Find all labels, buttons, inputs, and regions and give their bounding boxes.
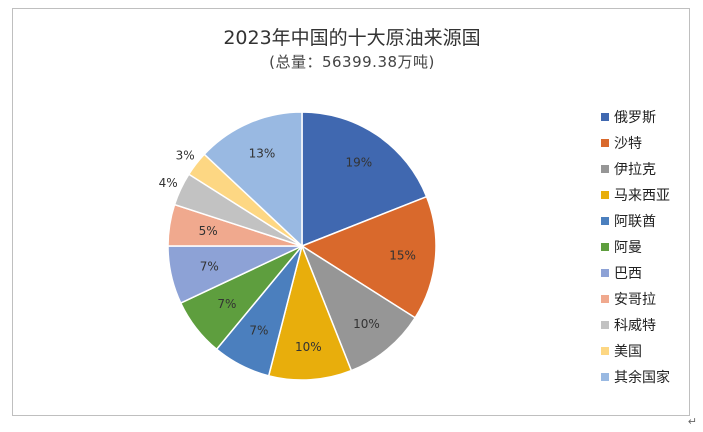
pie-slice-0 bbox=[301, 111, 428, 248]
legend-swatch bbox=[601, 191, 609, 199]
chart-legend: 俄罗斯沙特伊拉克马来西亚阿联酋阿曼巴西安哥拉科威特美国其余国家 bbox=[601, 104, 691, 390]
legend-swatch bbox=[601, 321, 609, 329]
legend-swatch bbox=[601, 347, 609, 355]
slice-data-label-3: 10% bbox=[295, 340, 322, 354]
paragraph-return-mark: ↵ bbox=[687, 415, 697, 428]
legend-label: 巴西 bbox=[614, 266, 642, 282]
legend-swatch bbox=[601, 139, 609, 147]
slice-data-label-6: 7% bbox=[200, 260, 219, 274]
legend-swatch bbox=[601, 217, 609, 225]
slice-data-label-4: 7% bbox=[249, 324, 268, 338]
pie-slice-3 bbox=[267, 243, 353, 381]
chart-subtitle: (总量：56399.38万吨) bbox=[269, 53, 435, 71]
legend-swatch bbox=[601, 269, 609, 277]
legend-swatch bbox=[601, 373, 609, 381]
legend-label: 马来西亚 bbox=[614, 188, 670, 204]
legend-item-8: 科威特 bbox=[601, 312, 691, 338]
legend-label: 阿曼 bbox=[614, 240, 642, 256]
legend-label: 阿联酋 bbox=[614, 214, 656, 230]
legend-item-5: 阿曼 bbox=[601, 234, 691, 260]
legend-label: 科威特 bbox=[614, 318, 656, 334]
slice-data-label-1: 15% bbox=[389, 249, 416, 263]
legend-swatch bbox=[601, 295, 609, 303]
pie-chart: 19% 15% 10% 10% 7% 7% 7% 5% 4% 3% 13% bbox=[159, 111, 437, 381]
legend-item-9: 美国 bbox=[601, 338, 691, 364]
legend-item-0: 俄罗斯 bbox=[601, 104, 691, 130]
legend-item-3: 马来西亚 bbox=[601, 182, 691, 208]
legend-swatch bbox=[601, 243, 609, 251]
legend-item-7: 安哥拉 bbox=[601, 286, 691, 312]
legend-item-10: 其余国家 bbox=[601, 364, 691, 390]
pie-slice-1 bbox=[300, 195, 437, 319]
legend-label: 安哥拉 bbox=[614, 292, 656, 308]
slice-data-label-7: 5% bbox=[199, 224, 218, 238]
slice-data-label-9: 3% bbox=[176, 148, 195, 162]
slice-data-label-8: 4% bbox=[159, 176, 178, 190]
legend-swatch bbox=[601, 113, 609, 121]
slice-data-label-2: 10% bbox=[353, 317, 380, 331]
legend-label: 其余国家 bbox=[614, 370, 670, 386]
legend-label: 沙特 bbox=[614, 136, 642, 152]
slice-data-label-5: 7% bbox=[217, 297, 236, 311]
legend-swatch bbox=[601, 165, 609, 173]
slice-data-label-0: 19% bbox=[345, 156, 372, 170]
chart-title: 2023年中国的十大原油来源国 bbox=[223, 27, 481, 49]
legend-item-1: 沙特 bbox=[601, 130, 691, 156]
legend-item-2: 伊拉克 bbox=[601, 156, 691, 182]
legend-item-6: 巴西 bbox=[601, 260, 691, 286]
legend-label: 美国 bbox=[614, 344, 642, 360]
pie-slice-10 bbox=[203, 111, 303, 248]
chart-frame: 2023年中国的十大原油来源国 (总量：56399.38万吨) 19% 15% 10… bbox=[12, 8, 690, 416]
pie-slice-2 bbox=[300, 244, 417, 372]
slice-data-label-10: 13% bbox=[249, 146, 276, 160]
legend-label: 俄罗斯 bbox=[614, 110, 656, 126]
legend-item-4: 阿联酋 bbox=[601, 208, 691, 234]
legend-label: 伊拉克 bbox=[614, 162, 656, 178]
